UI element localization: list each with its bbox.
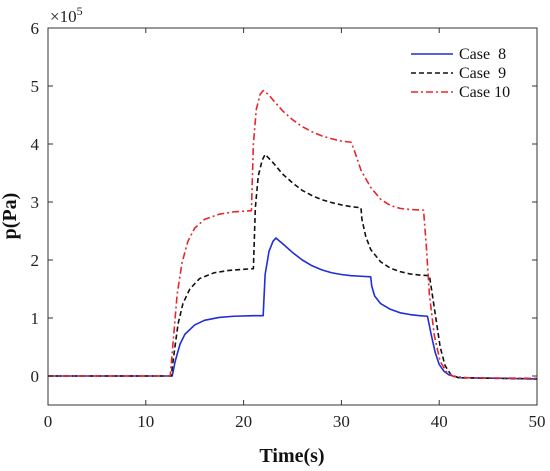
x-tick-label: 40 xyxy=(431,412,448,431)
series-layer xyxy=(48,89,537,380)
legend-label-3: Case 10 xyxy=(459,84,510,101)
y-tick-label: 1 xyxy=(31,309,40,328)
x-tick-label: 50 xyxy=(529,412,546,431)
legend-label-1: Case 8 xyxy=(459,46,506,63)
y-multiplier-base: ×10 xyxy=(50,7,77,26)
y-tick-label: 2 xyxy=(31,251,40,270)
x-tick-label: 20 xyxy=(235,412,252,431)
series-line-1 xyxy=(48,237,537,380)
series-line-2 xyxy=(48,153,537,380)
series-line-3 xyxy=(48,89,537,380)
x-axis-title: Time(s) xyxy=(259,445,324,467)
y-axis-title: p(Pa) xyxy=(0,193,21,240)
legend-label-2: Case 9 xyxy=(459,65,506,82)
y-multiplier-exponent: 5 xyxy=(77,4,83,18)
x-tick-label: 30 xyxy=(333,412,350,431)
y-axis: 0 1 2 3 4 5 6 xyxy=(31,19,537,386)
y-multiplier: ×105 xyxy=(50,4,83,26)
plot-frame xyxy=(47,27,538,406)
legend: Case 8 Case 9 Case 10 xyxy=(411,46,510,101)
y-tick-label: 4 xyxy=(31,135,40,154)
x-tick-label: 0 xyxy=(44,412,53,431)
y-tick-label: 5 xyxy=(31,77,40,96)
x-tick-label: 10 xyxy=(137,412,154,431)
y-tick-label: 0 xyxy=(31,367,40,386)
y-tick-label: 3 xyxy=(31,193,40,212)
y-tick-label: 6 xyxy=(31,19,40,38)
x-axis: 0 10 20 30 40 50 xyxy=(44,28,546,431)
